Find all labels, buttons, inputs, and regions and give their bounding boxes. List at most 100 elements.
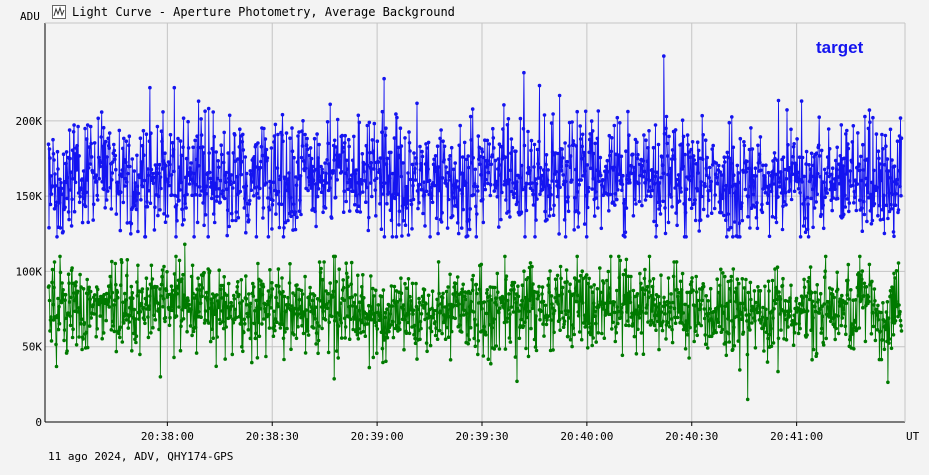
data-point (420, 303, 424, 307)
data-point (198, 301, 203, 306)
data-point (602, 185, 606, 189)
data-point (572, 332, 576, 337)
data-point (102, 301, 107, 306)
data-point (537, 83, 542, 88)
data-point (534, 314, 538, 318)
data-point (212, 220, 217, 225)
data-point (814, 151, 819, 155)
data-point (765, 360, 770, 364)
data-point (240, 159, 244, 164)
data-point (538, 317, 542, 322)
data-point (83, 126, 87, 131)
data-point (149, 131, 153, 135)
data-point (344, 271, 349, 276)
data-point (623, 230, 628, 234)
data-point (492, 189, 497, 193)
data-point (170, 140, 175, 145)
data-point (188, 324, 193, 328)
data-point (855, 182, 860, 186)
data-point (195, 134, 199, 138)
data-point (770, 309, 774, 314)
data-point (679, 288, 684, 292)
data-point (875, 185, 880, 190)
data-point (240, 345, 244, 349)
data-point (238, 301, 242, 305)
data-point (775, 297, 779, 302)
data-point (859, 154, 863, 159)
data-point (552, 203, 556, 208)
data-point (88, 162, 92, 166)
data-point (896, 208, 901, 212)
data-point (112, 303, 116, 307)
data-point (523, 235, 527, 239)
data-point (536, 293, 541, 298)
data-point (822, 180, 826, 185)
data-point (677, 199, 682, 203)
data-point (338, 317, 343, 322)
data-point (107, 295, 112, 299)
data-point (478, 162, 482, 167)
data-point (239, 172, 244, 177)
data-point (92, 312, 96, 316)
data-point (177, 198, 181, 203)
data-point (424, 142, 428, 146)
data-point (686, 304, 690, 309)
data-point (536, 176, 541, 180)
data-point (259, 144, 264, 149)
data-point (349, 282, 354, 287)
data-point (598, 155, 603, 160)
data-point (432, 183, 437, 188)
data-point (160, 274, 164, 279)
data-point (796, 170, 800, 175)
data-point (669, 292, 673, 296)
data-point (242, 206, 247, 210)
data-point (224, 325, 228, 329)
data-point (444, 315, 448, 320)
data-point (537, 284, 541, 289)
data-point (167, 183, 171, 188)
data-point (785, 108, 789, 112)
data-point (252, 155, 257, 159)
data-point (866, 126, 871, 131)
data-point (892, 271, 896, 276)
data-point (437, 188, 442, 193)
data-point (152, 175, 156, 180)
data-point (375, 351, 379, 356)
data-point (67, 128, 72, 132)
data-point (818, 291, 823, 296)
data-point (51, 137, 55, 142)
data-point (202, 188, 207, 192)
data-point (600, 331, 604, 336)
data-point (326, 141, 330, 146)
data-point (435, 337, 440, 342)
data-point (67, 217, 71, 222)
data-point (575, 254, 579, 259)
data-point (92, 141, 97, 145)
data-point (373, 320, 378, 325)
data-point (642, 169, 647, 174)
data-point (586, 185, 591, 190)
data-point (355, 332, 360, 337)
data-point (168, 292, 173, 297)
data-point (276, 132, 280, 137)
data-point (820, 314, 825, 319)
data-point (406, 277, 411, 281)
data-point (693, 198, 697, 202)
data-point (848, 179, 852, 183)
data-point (441, 139, 445, 143)
data-point (139, 301, 144, 306)
data-point (612, 300, 617, 305)
data-point (541, 168, 546, 172)
data-point (817, 115, 821, 119)
data-point (331, 289, 336, 294)
data-point (311, 178, 316, 183)
data-point (813, 290, 817, 295)
data-point (587, 276, 591, 281)
data-point (190, 263, 195, 268)
data-point (683, 210, 688, 215)
light-curve-icon[interactable] (52, 5, 66, 19)
data-point (429, 193, 434, 198)
data-point (127, 143, 131, 148)
data-point (270, 227, 274, 231)
y-axis-title: ADU (20, 10, 40, 23)
